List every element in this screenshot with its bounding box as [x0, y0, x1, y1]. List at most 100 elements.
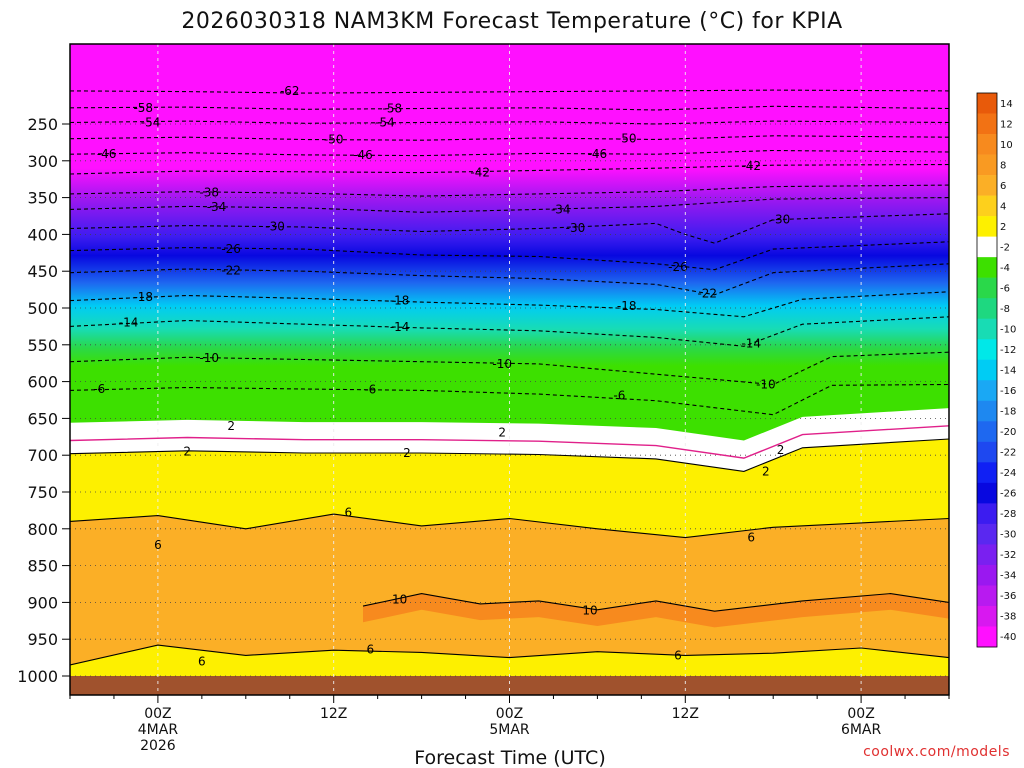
- colorbar-swatch: [977, 216, 997, 237]
- x-tick-label: 4MAR: [138, 722, 179, 738]
- isotherm-label: 2: [777, 443, 785, 457]
- y-tick-label: 350: [27, 189, 58, 208]
- colorbar-label: -26: [1000, 489, 1016, 500]
- isotherm-label: -14: [390, 320, 410, 334]
- colorbar-label: -28: [1000, 509, 1016, 520]
- colorbar-label: 6: [1000, 181, 1006, 192]
- colorbar-label: -34: [1000, 571, 1016, 582]
- x-tick-label: 12Z: [672, 706, 699, 722]
- isotherm-line: [70, 197, 949, 213]
- colorbar-swatch: [977, 380, 997, 402]
- isotherm-label: -54: [375, 116, 395, 130]
- colorbar-swatch: [977, 605, 997, 627]
- isotherm-label: -62: [280, 84, 300, 98]
- colorbar-swatch: [977, 113, 997, 135]
- colorbar: 14 12 10 8 6 4 2 -2 -4 -6 -8 -10 -12 -14 -16 -18 -20 -22 -…: [976, 92, 1016, 648]
- isotherm-line: [70, 513, 949, 539]
- isotherm-label: -30: [566, 221, 586, 235]
- colorbar-label: -38: [1000, 612, 1016, 623]
- y-tick-label: 950: [27, 630, 58, 649]
- isotherm-line: [70, 438, 949, 472]
- isotherm-label: -46: [353, 148, 373, 162]
- isotherm-line: [70, 149, 949, 157]
- isotherm-label: -6: [364, 383, 376, 397]
- y-tick-label: 850: [27, 557, 58, 576]
- isotherm-label: 6: [747, 531, 755, 545]
- ground-surface: [70, 676, 949, 695]
- x-tick-label: 6MAR: [841, 722, 882, 738]
- colorbar-label: -24: [1000, 468, 1016, 479]
- isotherm-label: 2: [498, 425, 506, 439]
- isotherm-label: -50: [617, 132, 637, 146]
- isotherm-label: 2: [403, 446, 411, 460]
- warm-core-fill: [70, 514, 949, 665]
- isotherm-line: [70, 351, 949, 386]
- y-tick-label: 400: [27, 225, 58, 244]
- colorbar-label: 14: [1000, 99, 1013, 110]
- isotherm-label: -26: [221, 242, 241, 256]
- isotherm-line: [70, 184, 949, 197]
- isotherm-label: -46: [588, 147, 608, 161]
- colorbar-label: -36: [1000, 591, 1016, 602]
- colorbar-swatch: [977, 400, 997, 422]
- colorbar-label: -30: [1000, 530, 1016, 541]
- isotherm-label: -10: [199, 351, 219, 365]
- warmest-core-fill: [363, 593, 949, 628]
- y-tick-label: 300: [27, 152, 58, 171]
- y-tick-label: 500: [27, 299, 58, 318]
- isotherm-label: -46: [97, 147, 117, 161]
- colorbar-label: 10: [1000, 140, 1013, 151]
- colorbar-swatch: [977, 441, 997, 463]
- colorbar-swatch: [977, 318, 997, 340]
- y-tick-label: 650: [27, 409, 58, 428]
- isotherm-label: -14: [741, 336, 761, 350]
- isotherm-label: -42: [470, 166, 490, 180]
- colorbar-swatch: [977, 175, 997, 196]
- colorbar-label: -14: [1000, 366, 1016, 377]
- chart-title: 2026030318 NAM3KM Forecast Temperature (…: [181, 9, 842, 34]
- colorbar-label: -32: [1000, 550, 1016, 561]
- pressure-axis: 250 300 350 400 450 500 550 600 650 700 750 800 850 9…: [17, 115, 70, 686]
- y-tick-label: 600: [27, 373, 58, 392]
- colorbar-swatch: [977, 544, 997, 566]
- x-tick-label: 00Z: [144, 706, 171, 722]
- isotherm-line: [362, 593, 949, 612]
- colorbar-swatch: [977, 482, 997, 504]
- x-tick-label: 00Z: [847, 706, 874, 722]
- isotherm-label: -22: [697, 286, 717, 300]
- x-tick-label: 00Z: [496, 706, 523, 722]
- colorbar-label: -22: [1000, 448, 1016, 459]
- isotherm-label: 10: [582, 603, 597, 617]
- isotherm-label: 6: [198, 654, 206, 668]
- isotherm-line: [70, 291, 949, 318]
- colorbar-label: -4: [1000, 263, 1010, 274]
- isotherm-label: -26: [668, 260, 688, 274]
- colorbar-label: -16: [1000, 386, 1016, 397]
- y-tick-label: 250: [27, 115, 58, 134]
- colorbar-label: -6: [1000, 283, 1010, 294]
- colorbar-label: -8: [1000, 304, 1010, 315]
- colorbar-label: -12: [1000, 345, 1016, 356]
- isotherm-line: [70, 213, 949, 244]
- colorbar-label: 12: [1000, 119, 1013, 130]
- isotherm-label: -22: [221, 263, 241, 277]
- isotherm-line: [70, 163, 949, 175]
- y-tick-label: 450: [27, 262, 58, 281]
- credit-text: coolwx.com/models: [863, 744, 1010, 760]
- isotherm-label: -58: [133, 101, 153, 115]
- colorbar-label: 8: [1000, 160, 1006, 171]
- isotherm-label: 6: [345, 506, 353, 520]
- isotherm-label: -38: [199, 185, 219, 199]
- isotherm-line: [70, 241, 949, 271]
- colorbar-swatch: [977, 339, 997, 361]
- isotherm-label: -42: [741, 159, 761, 173]
- isotherm-label: -18: [133, 290, 153, 304]
- isotherm-label: -54: [141, 116, 161, 130]
- y-tick-label: 750: [27, 483, 58, 502]
- y-tick-label: 700: [27, 446, 58, 465]
- colorbar-swatch: [977, 257, 997, 278]
- isotherm-label: 2: [762, 464, 770, 478]
- x-tick-label: 12Z: [320, 706, 347, 722]
